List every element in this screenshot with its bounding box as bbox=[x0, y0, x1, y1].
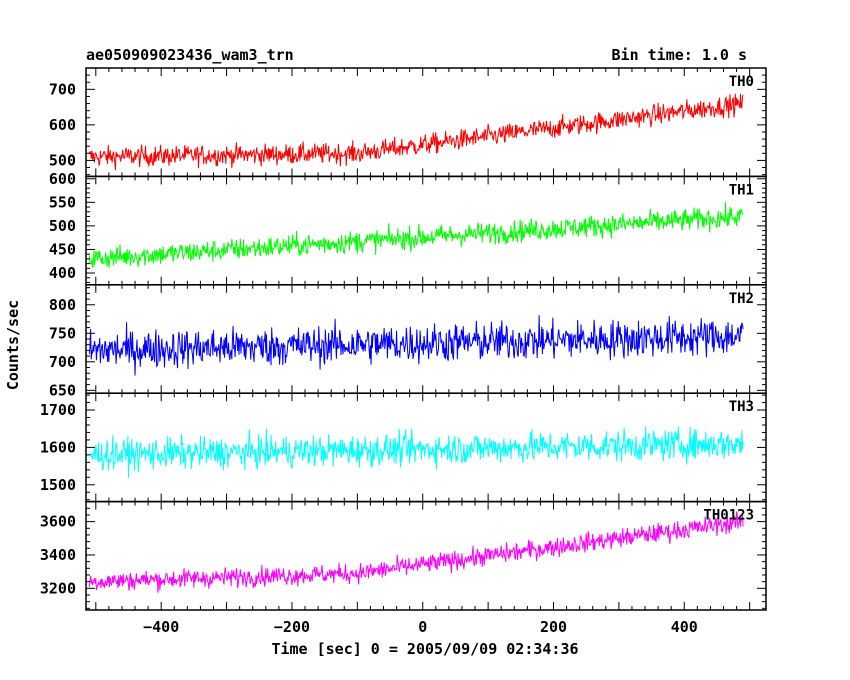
panel-frame bbox=[85, 500, 767, 611]
panel-label-th0123: TH0123 bbox=[703, 508, 754, 524]
series-line-th3 bbox=[88, 426, 744, 478]
y-tick-label: 550 bbox=[49, 193, 76, 211]
panel-th1: 400 450 500 550 600 TH1 bbox=[49, 170, 767, 286]
x-tick-label: 400 bbox=[671, 618, 698, 636]
x-tick-label: 0 bbox=[418, 618, 427, 636]
y-tick-label: 400 bbox=[49, 264, 76, 282]
y-tick-label: 500 bbox=[49, 151, 76, 169]
y-tick-label: 800 bbox=[49, 296, 76, 314]
panel-th3: 1500 1600 1700 TH3 bbox=[40, 392, 767, 503]
y-tick-label: 750 bbox=[49, 324, 76, 342]
y-tick-label: 600 bbox=[49, 116, 76, 134]
y-tick-label: 1500 bbox=[40, 476, 76, 494]
y-axis-title: Counts/sec bbox=[4, 300, 22, 390]
x-axis-title: Time [sec] 0 = 2005/09/09 02:34:36 bbox=[271, 640, 578, 658]
series-line-th0 bbox=[88, 93, 744, 170]
panel-label-th3: TH3 bbox=[729, 399, 754, 415]
x-axis: −400 −200 0 200 400 bbox=[143, 618, 698, 636]
y-tick-label: 500 bbox=[49, 217, 76, 235]
panel-label-th1: TH1 bbox=[729, 182, 754, 198]
panel-label-th0: TH0 bbox=[729, 74, 754, 90]
series-line-th1 bbox=[88, 202, 744, 268]
y-tick-label: 650 bbox=[49, 381, 76, 399]
y-tick-label: 1700 bbox=[40, 401, 76, 419]
panel-th0: 500 600 700 TH0 bbox=[49, 67, 767, 178]
x-tick-label: −200 bbox=[274, 618, 310, 636]
y-tick-label: 3200 bbox=[40, 579, 76, 597]
panel-th0123: 3200 3400 3600 TH0123 bbox=[40, 500, 767, 611]
chart-title-right: Bin time: 1.0 s bbox=[612, 46, 747, 64]
panel-th2: 650 700 750 800 TH2 bbox=[49, 284, 767, 399]
y-tick-label: 700 bbox=[49, 353, 76, 371]
series-line-th2 bbox=[88, 315, 744, 376]
series-line-th0123 bbox=[88, 511, 744, 593]
panel-frame bbox=[85, 284, 767, 394]
panel-frame bbox=[85, 67, 767, 178]
panel-label-th2: TH2 bbox=[729, 291, 754, 307]
panel-frame bbox=[85, 175, 767, 286]
y-tick-label: 3600 bbox=[40, 513, 76, 531]
chart-title-left: ae050909023436_wam3_trn bbox=[86, 46, 294, 64]
y-tick-label: 600 bbox=[49, 170, 76, 188]
y-tick-label: 700 bbox=[49, 80, 76, 98]
x-tick-label: −400 bbox=[143, 618, 179, 636]
y-tick-label: 1600 bbox=[40, 438, 76, 456]
x-tick-label: 200 bbox=[540, 618, 567, 636]
y-tick-label: 3400 bbox=[40, 546, 76, 564]
y-tick-label: 450 bbox=[49, 240, 76, 258]
